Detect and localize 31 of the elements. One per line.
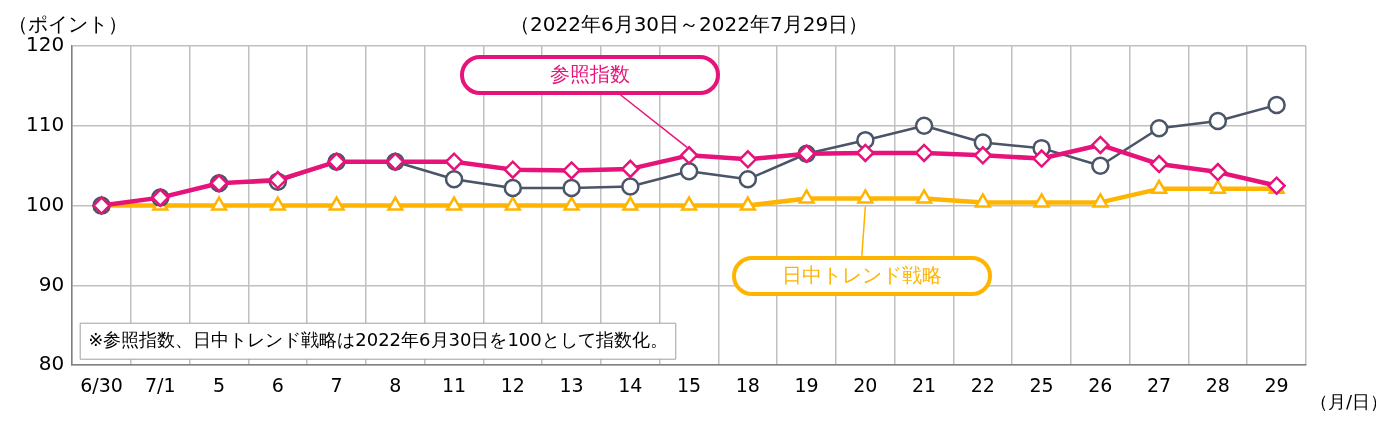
x-tick-label: 20	[853, 373, 878, 396]
rounded-callout: 日中トレンド戦略	[731, 255, 992, 296]
x-tick-label: 8	[389, 373, 402, 396]
x-tick-label: 21	[912, 373, 937, 396]
x-axis-title: （月/日）	[1310, 390, 1384, 412]
y-tick-label: 100	[25, 191, 65, 216]
x-tick-label: 6	[271, 373, 284, 396]
x-tick-label: 12	[500, 373, 525, 396]
x-tick-label: 18	[735, 373, 760, 396]
y-tick-label: 80	[38, 351, 65, 376]
x-tick-label: 15	[676, 373, 702, 396]
y-tick-label: 90	[38, 271, 65, 296]
x-tick-label: 29	[1264, 373, 1289, 396]
x-tick-label: 13	[559, 373, 584, 396]
x-tick-label: 5	[213, 373, 226, 396]
x-tick-label: 26	[1088, 373, 1113, 396]
rounded-callout: 参照指数	[460, 54, 721, 95]
y-axis-title: （ポイント）	[8, 12, 128, 37]
x-tick-label: 6/30	[80, 373, 123, 396]
y-tick-label: 110	[25, 112, 65, 136]
x-tick-label: 27	[1147, 373, 1172, 396]
x-tick-label: 25	[1029, 373, 1054, 396]
x-tick-label: 19	[794, 373, 819, 396]
x-tick-label: 7	[330, 373, 343, 396]
x-tick-label: 22	[970, 373, 995, 396]
chart-title: （2022年6月30日～2022年7月29日）	[510, 12, 869, 37]
x-tick-label: 14	[618, 373, 643, 396]
x-tick-label: 28	[1205, 373, 1230, 396]
x-tick-label: 11	[441, 373, 467, 396]
x-tick-label: 7/1	[145, 373, 176, 396]
annotation: ※参照指数、日中トレンド戦略は2022年6月30日を100として指数化。	[88, 328, 668, 350]
